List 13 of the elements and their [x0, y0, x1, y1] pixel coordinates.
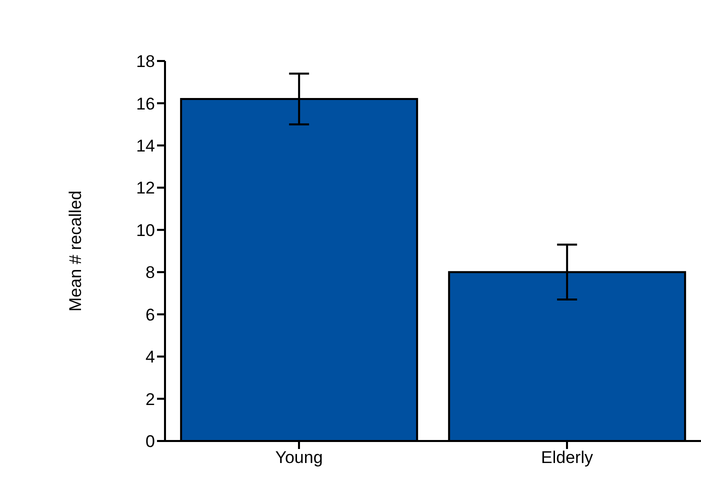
y-tick-label: 14 — [136, 136, 155, 156]
y-tick-label: 12 — [136, 178, 155, 198]
y-tick-label: 10 — [136, 220, 155, 240]
y-axis-title: Mean # recalled — [66, 190, 86, 312]
y-tick-label: 2 — [146, 390, 155, 409]
y-tick-label: 4 — [146, 348, 155, 367]
x-tick-label: Elderly — [541, 448, 594, 468]
y-tick-label: 16 — [136, 94, 155, 114]
y-tick-label: 0 — [146, 432, 155, 452]
x-tick-label: Young — [275, 448, 323, 468]
y-tick-label: 8 — [146, 263, 155, 282]
y-tick-label: 6 — [146, 305, 155, 324]
y-tick-label: 18 — [136, 52, 155, 72]
